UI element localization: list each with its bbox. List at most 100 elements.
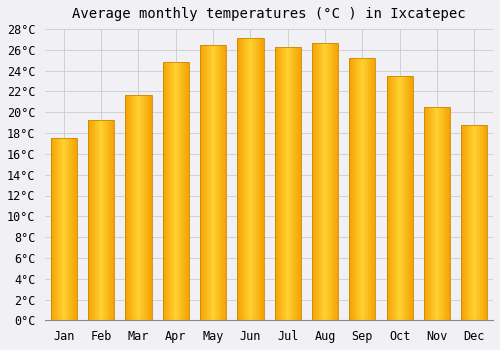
Bar (333, 43, 334, 320)
Bar (465, 125, 466, 320)
Bar (244, 38, 245, 320)
Bar (312, 43, 338, 320)
Bar (474, 125, 475, 320)
Bar (430, 107, 431, 320)
Bar (411, 76, 412, 320)
Bar (220, 45, 221, 320)
Bar (245, 38, 246, 320)
Bar (434, 107, 435, 320)
Bar (224, 45, 225, 320)
Bar (284, 47, 285, 320)
Bar (285, 47, 286, 320)
Bar (324, 43, 325, 320)
Bar (144, 94, 145, 320)
Bar (51, 138, 77, 320)
Bar (106, 120, 107, 320)
Bar (218, 45, 219, 320)
Bar (88, 120, 90, 320)
Bar (316, 43, 318, 320)
Bar (58, 138, 59, 320)
Bar (448, 107, 449, 320)
Bar (322, 43, 323, 320)
Bar (297, 47, 298, 320)
Bar (177, 62, 178, 320)
Bar (355, 58, 356, 320)
Bar (467, 125, 468, 320)
Bar (111, 120, 112, 320)
Bar (290, 47, 291, 320)
Bar (148, 94, 149, 320)
Bar (484, 125, 485, 320)
Bar (288, 47, 289, 320)
Bar (281, 47, 282, 320)
Bar (370, 58, 371, 320)
Bar (363, 58, 364, 320)
Bar (253, 38, 254, 320)
Bar (94, 120, 96, 320)
Bar (162, 62, 189, 320)
Bar (433, 107, 434, 320)
Bar (350, 58, 352, 320)
Bar (388, 76, 390, 320)
Bar (439, 107, 440, 320)
Bar (200, 45, 226, 320)
Bar (108, 120, 109, 320)
Bar (180, 62, 181, 320)
Bar (398, 76, 399, 320)
Bar (323, 43, 324, 320)
Bar (206, 45, 207, 320)
Bar (479, 125, 480, 320)
Bar (390, 76, 392, 320)
Bar (487, 125, 488, 320)
Bar (64, 138, 65, 320)
Bar (251, 38, 252, 320)
Bar (375, 58, 376, 320)
Bar (147, 94, 148, 320)
Bar (292, 47, 293, 320)
Bar (369, 58, 370, 320)
Bar (103, 120, 104, 320)
Bar (61, 138, 62, 320)
Bar (238, 38, 264, 320)
Bar (213, 45, 214, 320)
Bar (485, 125, 486, 320)
Bar (335, 43, 336, 320)
Bar (225, 45, 226, 320)
Bar (331, 43, 332, 320)
Bar (250, 38, 251, 320)
Bar (386, 76, 413, 320)
Bar (248, 38, 249, 320)
Bar (75, 138, 76, 320)
Bar (332, 43, 333, 320)
Bar (134, 94, 135, 320)
Bar (424, 107, 426, 320)
Title: Average monthly temperatures (°C ) in Ixcatepec: Average monthly temperatures (°C ) in Ix… (72, 7, 466, 21)
Bar (258, 38, 259, 320)
Bar (299, 47, 300, 320)
Bar (128, 94, 130, 320)
Bar (262, 38, 263, 320)
Bar (462, 125, 464, 320)
Bar (105, 120, 106, 320)
Bar (242, 38, 244, 320)
Bar (312, 43, 314, 320)
Bar (260, 38, 261, 320)
Bar (447, 107, 448, 320)
Bar (280, 47, 281, 320)
Bar (426, 107, 428, 320)
Bar (179, 62, 180, 320)
Bar (470, 125, 471, 320)
Bar (69, 138, 70, 320)
Bar (293, 47, 294, 320)
Bar (219, 45, 220, 320)
Bar (73, 138, 74, 320)
Bar (318, 43, 319, 320)
Bar (473, 125, 474, 320)
Bar (336, 43, 337, 320)
Bar (392, 76, 393, 320)
Bar (113, 120, 114, 320)
Bar (211, 45, 212, 320)
Bar (480, 125, 481, 320)
Bar (210, 45, 211, 320)
Bar (67, 138, 68, 320)
